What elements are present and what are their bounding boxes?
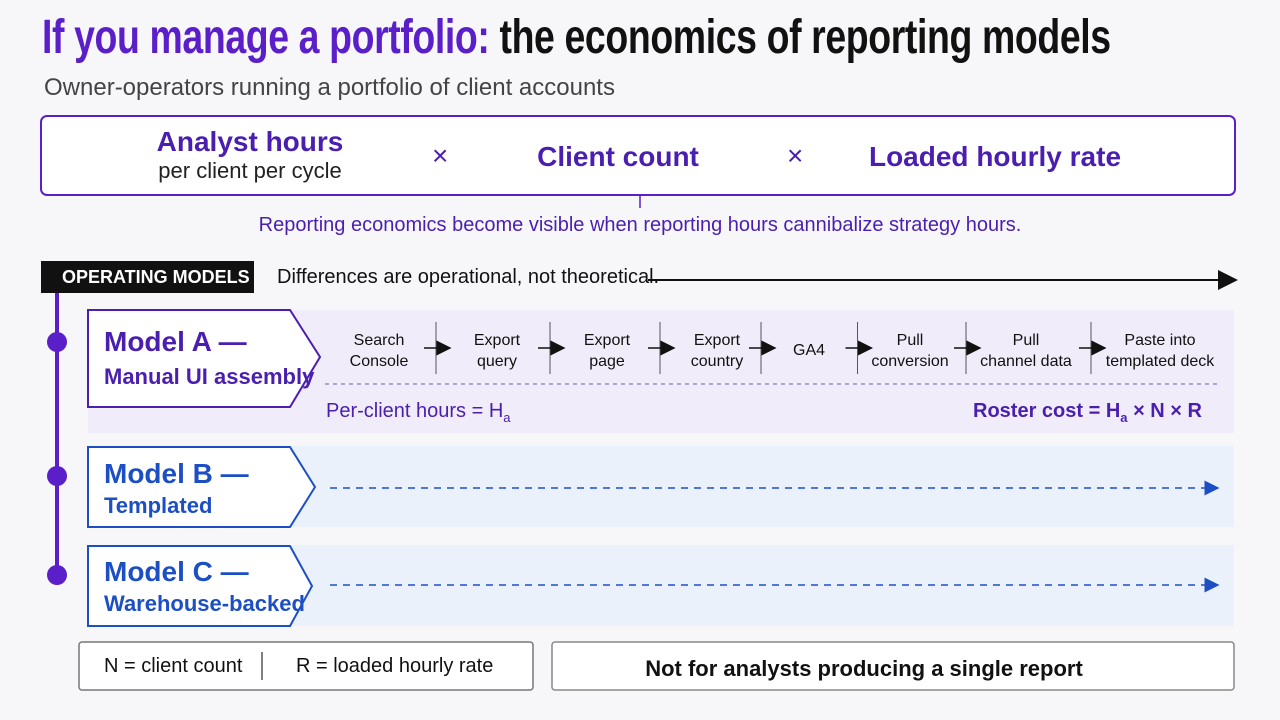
footer-box: [551, 641, 1235, 691]
model-subtitle: Warehouse-backed: [104, 591, 305, 616]
step-line: Export: [473, 332, 521, 349]
model-name: Model C —: [104, 556, 249, 587]
formula-text: × N × R: [1127, 400, 1202, 422]
timeline-dot: [47, 466, 67, 486]
step: Pull channel data: [980, 330, 1072, 372]
title-highlight: If you manage a portfolio:: [42, 11, 490, 64]
legend-item: N = client count: [104, 655, 243, 677]
step: GA4: [793, 340, 825, 361]
step-line: Console: [349, 353, 409, 370]
section-caption: Differences are operational, not theoret…: [277, 266, 660, 288]
step-line: Export: [693, 332, 741, 349]
model-c-box: [87, 545, 314, 627]
step-line: Paste into: [1124, 332, 1196, 349]
step: Search Console: [350, 330, 409, 372]
step: Export query: [474, 330, 520, 372]
model-subtitle: Templated: [104, 493, 213, 518]
model-a-box: [87, 309, 322, 408]
term-label: Analyst hours: [156, 126, 344, 157]
formula-term: Analyst hours per client per cycle: [157, 126, 344, 184]
formula-note: Reporting economics become visible when …: [258, 214, 1022, 236]
step-line: page: [589, 353, 625, 370]
footer-note: Not for analysts producing a single repo…: [645, 656, 1083, 681]
step-line: Search: [353, 332, 405, 349]
model-name: Model B —: [104, 458, 249, 489]
step-line: country: [690, 353, 744, 370]
roster-cost: Roster cost = Ha × N × R: [973, 400, 1202, 425]
step-line: templated deck: [1105, 353, 1215, 370]
title: If you manage a portfolio: the economics…: [42, 10, 1111, 65]
term-label: Client count: [537, 141, 699, 172]
step: Pull conversion: [871, 330, 948, 372]
timeline-dot: [47, 332, 67, 352]
step-line: Export: [583, 332, 631, 349]
step: Export country: [691, 330, 743, 372]
step-line: query: [476, 353, 518, 370]
per-client-hours: Per-client hours = Ha: [326, 400, 511, 425]
operator: ×: [432, 140, 449, 171]
formula-text: Per-client hours = H: [326, 400, 504, 422]
formula-text: Roster cost = H: [973, 400, 1121, 422]
subscript: a: [503, 410, 511, 425]
subtitle: Owner-operators running a portfolio of c…: [44, 74, 615, 101]
step: Paste into templated deck: [1106, 330, 1215, 372]
formula-box: [40, 115, 1236, 196]
subscript: a: [1120, 410, 1128, 425]
step: Export page: [584, 330, 630, 372]
timeline-dot: [47, 565, 67, 585]
legend-box: [78, 641, 534, 691]
model-b-box: [87, 446, 317, 528]
term-sub: per client per cycle: [158, 158, 342, 183]
step-line: channel data: [980, 353, 1072, 370]
legend-item: R = loaded hourly rate: [296, 655, 494, 677]
model-name: Model A —: [104, 326, 247, 357]
step-arrows: [424, 322, 1107, 374]
step-line: Pull: [1012, 332, 1040, 349]
term-label: Loaded hourly rate: [868, 141, 1122, 172]
step-line: conversion: [871, 353, 949, 370]
title-rest: the economics of reporting models: [499, 11, 1111, 64]
model-subtitle: Manual UI assembly: [104, 364, 315, 389]
section-tag-bg: [41, 261, 254, 293]
step-line: GA4: [792, 342, 826, 359]
operator: ×: [787, 140, 804, 171]
section-tag: OPERATING MODELS: [62, 267, 250, 287]
step-line: Pull: [896, 332, 924, 349]
